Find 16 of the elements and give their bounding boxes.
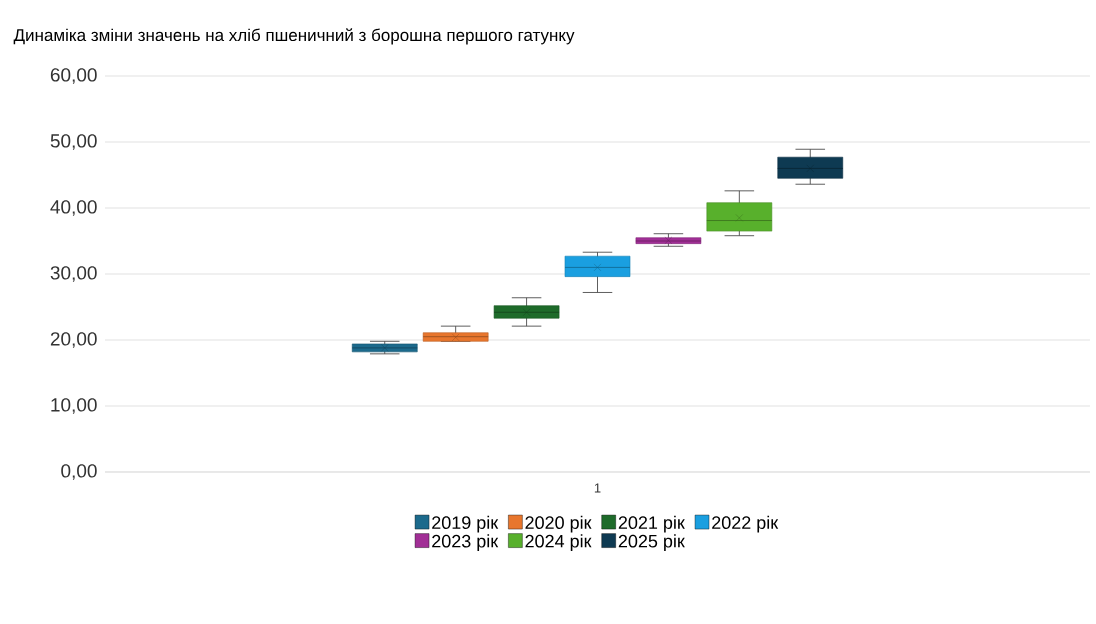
legend-label: 2022 рік	[712, 515, 779, 533]
y-tick-label: 30,00	[50, 266, 97, 282]
y-tick-label: 0,00	[61, 464, 97, 480]
y-tick-label: 40,00	[50, 200, 97, 216]
legend-label: 2025 рік	[618, 534, 685, 552]
x-tick-label: 1	[594, 483, 601, 493]
legend-label: 2021 рік	[618, 515, 685, 533]
legend-label: 2019 рік	[432, 515, 499, 533]
y-tick-label: 50,00	[50, 134, 97, 150]
chart-title: Динаміка зміни значень на хліб пшеничний з борошна першого гатунку	[13, 28, 575, 45]
legend-label: 2023 рік	[432, 534, 499, 552]
y-tick-label: 60,00	[50, 68, 97, 84]
legend-label: 2020 рік	[525, 515, 592, 533]
y-tick-label: 20,00	[50, 332, 97, 348]
legend-label: 2024 рік	[525, 534, 592, 552]
y-tick-label: 10,00	[51, 398, 97, 414]
